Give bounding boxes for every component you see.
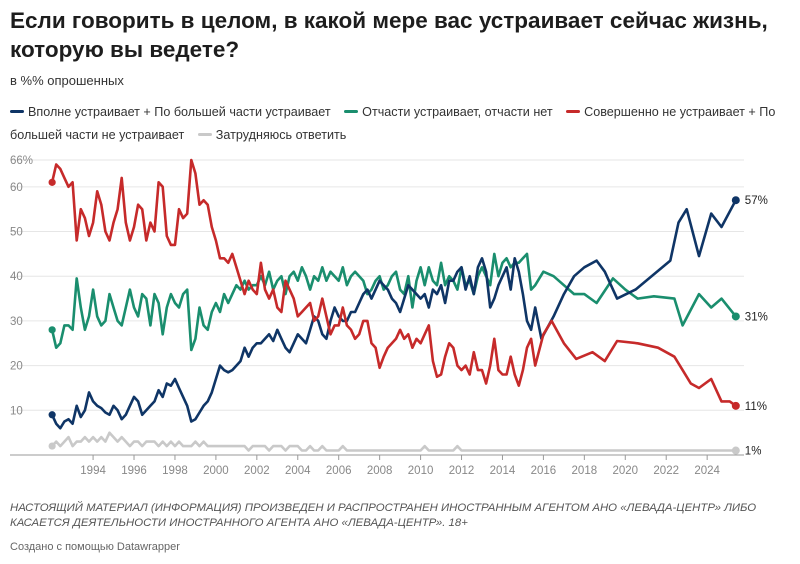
- x-tick-label: 1998: [162, 465, 188, 475]
- series-end-label: 31%: [745, 311, 768, 323]
- legend: Вполне устраивает + По большей части уст…: [10, 101, 790, 147]
- y-tick-label-top: 66%: [10, 155, 33, 167]
- series-line: [50, 198, 738, 430]
- legend-item-dont-know: Затрудняюсь ответить: [197, 128, 347, 142]
- series-end-label: 57%: [745, 195, 768, 207]
- legend-label: Совершенно не устраивает + По большей ча…: [10, 105, 776, 142]
- chart-title: Если говорить в целом, в какой мере вас …: [10, 8, 768, 62]
- series-start-point: [48, 178, 56, 186]
- legend-swatch: [197, 133, 212, 137]
- x-tick-label: 1996: [121, 465, 147, 475]
- y-tick-label: 50: [10, 227, 23, 239]
- series-start-point: [48, 442, 56, 450]
- x-tick-label: 2006: [326, 465, 352, 475]
- x-tick-label: 2004: [285, 465, 311, 475]
- series-start-point: [48, 411, 56, 419]
- legend-label: Затрудняюсь ответить: [215, 128, 347, 142]
- series-end-point: [731, 196, 740, 205]
- series-line: [50, 158, 738, 408]
- series-end-label: 11%: [745, 401, 767, 413]
- x-tick-label: 2022: [653, 465, 679, 475]
- foreign-agent-notice: НАСТОЯЩИЙ МАТЕРИАЛ (ИНФОРМАЦИЯ) ПРОИЗВЕД…: [10, 502, 757, 529]
- x-tick-label: 1994: [80, 465, 106, 475]
- x-tick-label: 2024: [694, 465, 720, 475]
- x-tick-label: 2002: [244, 465, 270, 475]
- legend-item-unsatisfied: Совершенно не устраивает + По большей ча…: [10, 105, 775, 142]
- y-tick-label: 30: [10, 316, 23, 328]
- x-tick-label: 2012: [449, 465, 475, 475]
- legend-item-partly: Отчасти устраивает, отчасти нет: [344, 105, 553, 119]
- series-start-point: [48, 326, 56, 334]
- legend-swatch: [566, 110, 581, 114]
- y-tick-label: 60: [10, 182, 23, 194]
- series-line: [50, 431, 738, 452]
- x-tick-label: 2016: [531, 465, 557, 475]
- line-chart: 10 20 30 40 50 60 66% 1994 1996 1998 2000 2002 2004 2…: [10, 155, 768, 475]
- legend-swatch: [344, 110, 359, 114]
- legend-label: Отчасти устраивает, отчасти нет: [362, 105, 553, 119]
- x-tick-label: 2000: [203, 465, 229, 475]
- series-end-label: 1%: [745, 446, 762, 458]
- datawrapper-credit: Создано с помощью Datawrapper: [10, 541, 180, 553]
- series-end-point: [731, 446, 740, 455]
- x-tick-label: 2014: [490, 465, 516, 475]
- legend-swatch: [10, 110, 24, 114]
- x-tick-label: 2020: [612, 465, 638, 475]
- x-tick-label: 2018: [572, 465, 598, 475]
- y-tick-label: 20: [10, 361, 23, 373]
- y-tick-label: 10: [10, 405, 23, 417]
- x-tick-label: 2008: [367, 465, 393, 475]
- legend-label: Вполне устраивает + По большей части уст…: [28, 105, 331, 119]
- legend-item-satisfied: Вполне устраивает + По большей части уст…: [10, 105, 331, 119]
- series-end-point: [731, 312, 740, 321]
- y-tick-label: 40: [10, 271, 23, 283]
- x-tick-label: 2010: [408, 465, 434, 475]
- chart-subtitle: в %% опрошенных: [10, 73, 124, 88]
- series-line: [50, 252, 738, 352]
- series-end-point: [731, 401, 740, 410]
